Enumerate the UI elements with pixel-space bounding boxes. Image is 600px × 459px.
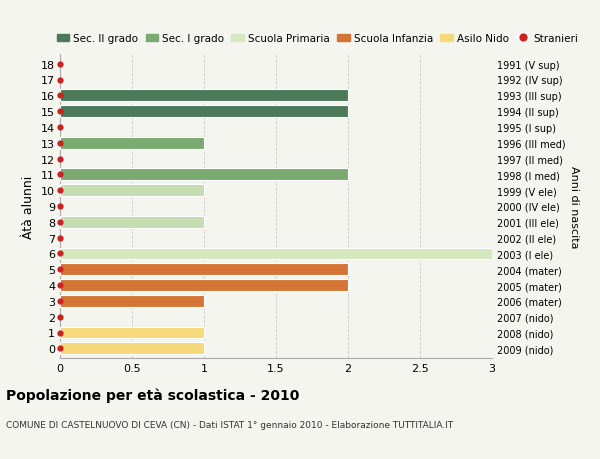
Text: Popolazione per età scolastica - 2010: Popolazione per età scolastica - 2010 xyxy=(6,388,299,403)
Bar xyxy=(60,295,204,307)
Bar xyxy=(60,216,204,228)
Bar xyxy=(60,169,348,181)
Bar xyxy=(60,106,348,118)
Bar xyxy=(60,342,204,354)
Bar xyxy=(60,327,204,339)
Bar xyxy=(60,185,204,197)
Bar xyxy=(60,264,348,275)
Text: COMUNE DI CASTELNUOVO DI CEVA (CN) - Dati ISTAT 1° gennaio 2010 - Elaborazione T: COMUNE DI CASTELNUOVO DI CEVA (CN) - Dat… xyxy=(6,420,453,429)
Legend: Sec. II grado, Sec. I grado, Scuola Primaria, Scuola Infanzia, Asilo Nido, Stran: Sec. II grado, Sec. I grado, Scuola Prim… xyxy=(56,34,578,44)
Bar xyxy=(60,138,204,149)
Bar xyxy=(60,90,348,102)
Bar xyxy=(60,248,492,260)
Bar xyxy=(60,280,348,291)
Y-axis label: Àtà alunni: Àtà alunni xyxy=(22,175,35,238)
Y-axis label: Anni di nascita: Anni di nascita xyxy=(569,165,580,248)
